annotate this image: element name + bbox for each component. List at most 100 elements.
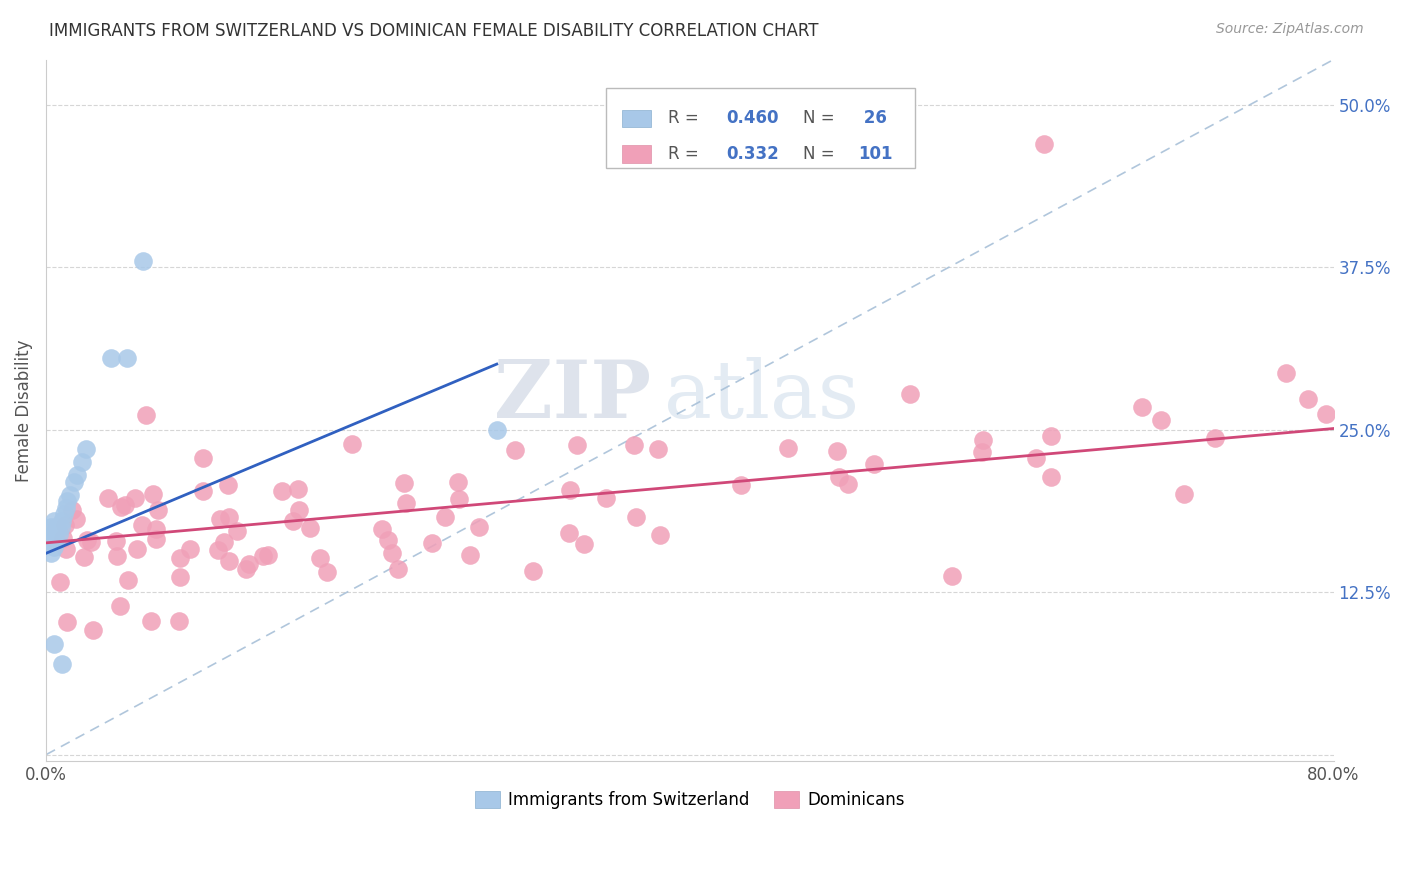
Immigrants from Switzerland	[59, 488, 82, 502]
Dominicans	[420, 536, 443, 550]
Text: R =: R =	[668, 145, 704, 163]
Dominicans	[48, 574, 70, 589]
Dominicans	[73, 550, 96, 565]
Dominicans	[252, 549, 274, 563]
Immigrants from Switzerland	[38, 529, 60, 543]
Dominicans	[299, 521, 322, 535]
Dominicans	[1204, 431, 1226, 445]
Dominicans	[340, 437, 363, 451]
Text: 0.460: 0.460	[725, 110, 779, 128]
Dominicans	[387, 561, 409, 575]
Dominicans	[257, 548, 280, 562]
Text: IMMIGRANTS FROM SWITZERLAND VS DOMINICAN FEMALE DISABILITY CORRELATION CHART: IMMIGRANTS FROM SWITZERLAND VS DOMINICAN…	[49, 22, 818, 40]
Immigrants from Switzerland	[39, 546, 62, 560]
Dominicans	[76, 533, 98, 547]
Dominicans	[1296, 392, 1319, 407]
Dominicans	[449, 492, 471, 507]
Dominicans	[226, 524, 249, 538]
Dominicans	[65, 512, 87, 526]
Dominicans	[107, 549, 129, 563]
Dominicans	[522, 565, 544, 579]
Dominicans	[53, 518, 76, 533]
Dominicans	[626, 509, 648, 524]
Dominicans	[235, 562, 257, 576]
Dominicans	[238, 558, 260, 572]
Dominicans	[863, 458, 886, 472]
Immigrants from Switzerland	[75, 442, 97, 457]
Dominicans	[377, 533, 399, 547]
Dominicans	[898, 387, 921, 401]
Dominicans	[825, 444, 848, 458]
Y-axis label: Female Disability: Female Disability	[15, 339, 32, 482]
Immigrants from Switzerland	[70, 455, 93, 469]
Dominicans	[52, 531, 75, 545]
Dominicans	[650, 527, 672, 541]
Text: N =: N =	[803, 145, 839, 163]
Immigrants from Switzerland	[37, 533, 59, 548]
Text: 101: 101	[859, 145, 893, 163]
Dominicans	[287, 482, 309, 496]
Immigrants from Switzerland	[44, 540, 66, 554]
Dominicans	[169, 570, 191, 584]
Dominicans	[283, 514, 305, 528]
Text: Source: ZipAtlas.com: Source: ZipAtlas.com	[1216, 22, 1364, 37]
Dominicans	[145, 532, 167, 546]
Dominicans	[565, 437, 588, 451]
Dominicans	[124, 491, 146, 506]
Dominicans	[1039, 470, 1062, 484]
Dominicans	[127, 541, 149, 556]
Dominicans	[56, 615, 79, 629]
Immigrants from Switzerland	[48, 526, 70, 541]
Immigrants from Switzerland	[44, 637, 66, 651]
Dominicans	[114, 498, 136, 512]
Dominicans	[941, 569, 963, 583]
Text: 26: 26	[859, 110, 887, 128]
Dominicans	[1032, 136, 1054, 151]
Dominicans	[212, 535, 235, 549]
Dominicans	[970, 445, 993, 459]
Immigrants from Switzerland	[49, 520, 72, 534]
Dominicans	[135, 408, 157, 422]
Dominicans	[97, 491, 120, 506]
Immigrants from Switzerland	[132, 254, 155, 268]
Dominicans	[139, 614, 162, 628]
Dominicans	[80, 535, 103, 549]
Immigrants from Switzerland	[66, 468, 89, 483]
Dominicans	[468, 520, 491, 534]
Dominicans	[503, 443, 526, 458]
Dominicans	[623, 438, 645, 452]
Dominicans	[1025, 450, 1047, 465]
Immigrants from Switzerland	[55, 500, 77, 515]
Dominicans	[146, 503, 169, 517]
Dominicans	[60, 503, 83, 517]
Immigrants from Switzerland	[485, 423, 508, 437]
Dominicans	[179, 542, 201, 557]
Dominicans	[647, 442, 669, 457]
Bar	[621, 110, 651, 127]
Dominicans	[1315, 407, 1337, 421]
Dominicans	[287, 502, 309, 516]
Immigrants from Switzerland	[45, 533, 67, 548]
Dominicans	[558, 525, 581, 540]
Dominicans	[145, 522, 167, 536]
Dominicans	[1173, 487, 1195, 501]
Bar	[621, 145, 651, 162]
Dominicans	[595, 491, 617, 505]
Immigrants from Switzerland	[44, 514, 66, 528]
Dominicans	[55, 541, 77, 556]
Dominicans	[218, 510, 240, 524]
Dominicans	[972, 433, 994, 447]
Text: ZIP: ZIP	[495, 358, 651, 435]
Dominicans	[1040, 429, 1063, 443]
Dominicans	[167, 614, 190, 628]
Dominicans	[82, 623, 104, 637]
Dominicans	[207, 543, 229, 558]
Dominicans	[217, 478, 239, 492]
Text: R =: R =	[668, 110, 704, 128]
Dominicans	[117, 573, 139, 587]
Dominicans	[558, 483, 581, 498]
Immigrants from Switzerland	[56, 494, 79, 508]
Immigrants from Switzerland	[100, 351, 122, 366]
Immigrants from Switzerland	[51, 514, 73, 528]
Dominicans	[730, 478, 752, 492]
